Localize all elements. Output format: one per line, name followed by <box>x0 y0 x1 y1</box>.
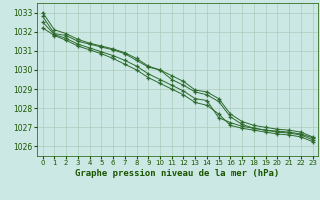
X-axis label: Graphe pression niveau de la mer (hPa): Graphe pression niveau de la mer (hPa) <box>76 169 280 178</box>
